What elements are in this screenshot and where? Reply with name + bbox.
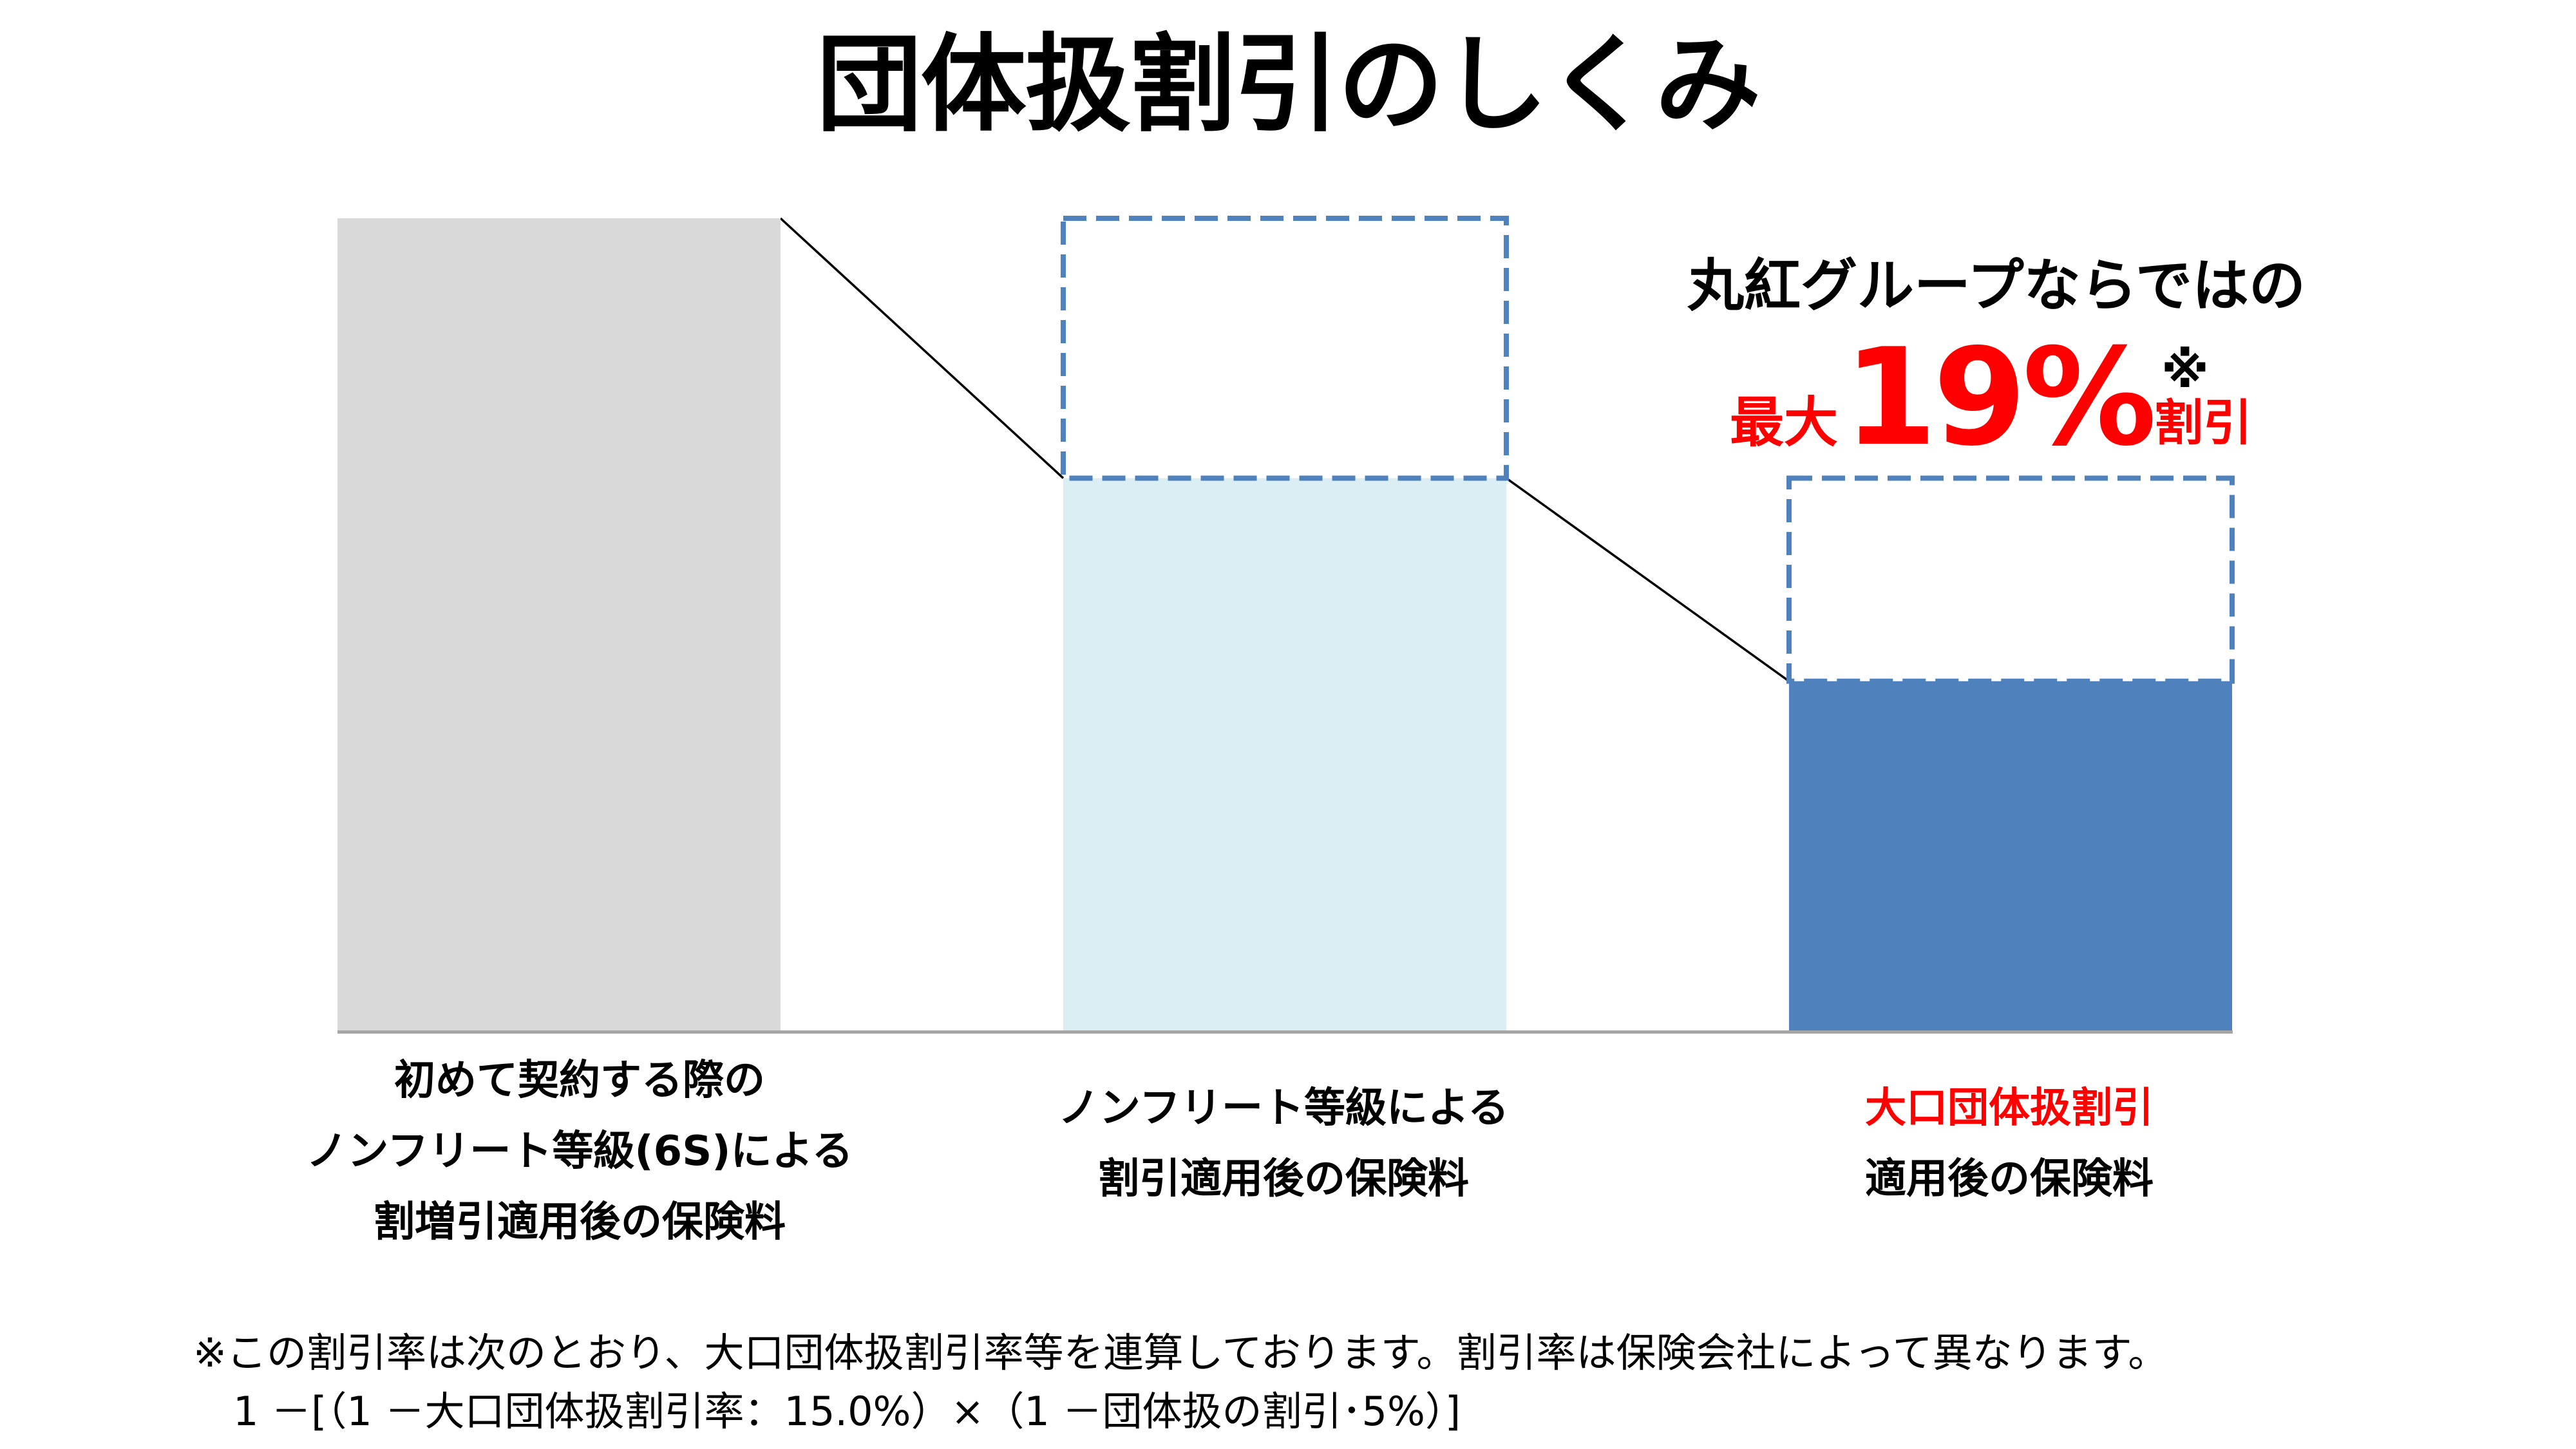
label-line: 適用後の保険料 <box>1865 1155 2154 1203</box>
label-line: ノンフリート等級(6S)による <box>306 1128 853 1175</box>
label-line: ノンフリート等級による <box>1057 1084 1510 1132</box>
discount-percentage: 19% <box>1844 320 2157 476</box>
connector-line <box>1505 477 1790 683</box>
page-title: 団体扱割引のしくみ <box>816 23 1761 146</box>
label-line: 割増引適用後の保険料 <box>374 1198 786 1246</box>
label-line-highlight: 大口団体扱割引 <box>1865 1084 2154 1132</box>
category-label-nonfleet: ノンフリート等級による 割引適用後の保険料 <box>961 1073 1605 1215</box>
previous-level-dashed-outline <box>1786 475 2235 684</box>
bar-group-discount-premium <box>1789 681 2232 1030</box>
callout-suffix: 割引 <box>2154 394 2252 451</box>
reference-mark-icon: ※ <box>2161 341 2209 399</box>
footnote-formula: 1 －[（1 －大口団体扱割引率：15.0%）×（1 －団体扱の割引･5%）] <box>233 1388 1461 1435</box>
callout-prefix: 最大 <box>1730 391 1839 454</box>
label-line: 割引適用後の保険料 <box>1098 1155 1469 1203</box>
previous-level-dashed-outline <box>1061 216 1509 481</box>
label-line: 初めて契約する際の <box>394 1057 765 1104</box>
category-label-group-discount: 大口団体扱割引 適用後の保険料 <box>1687 1073 2331 1215</box>
connector-line <box>779 217 1065 479</box>
bar-nonfleet-premium <box>1063 478 1506 1030</box>
category-label-initial: 初めて契約する際の ノンフリート等級(6S)による 割増引適用後の保険料 <box>258 1045 902 1258</box>
bar-initial-premium <box>337 218 781 1030</box>
callout-headline: 丸紅グループならではの <box>1687 252 2306 319</box>
footnote-text: ※この割引率は次のとおり、大口団体扱割引率等を連算しております。割引率は保険会社… <box>193 1329 2168 1376</box>
